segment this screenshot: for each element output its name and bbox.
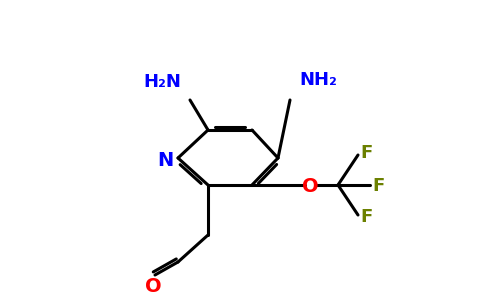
Text: F: F bbox=[373, 177, 385, 195]
Text: F: F bbox=[360, 208, 372, 226]
Text: O: O bbox=[302, 176, 318, 196]
Text: H₂N: H₂N bbox=[143, 73, 181, 91]
Text: F: F bbox=[360, 144, 372, 162]
Text: N: N bbox=[157, 151, 173, 169]
Text: NH₂: NH₂ bbox=[299, 71, 337, 89]
Text: O: O bbox=[145, 278, 161, 296]
